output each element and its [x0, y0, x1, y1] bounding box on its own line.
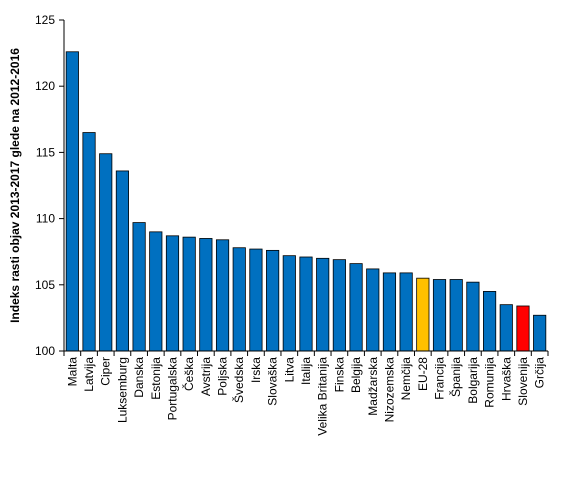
y-axis-label: Indeks rasti objav 2013-2017 glede na 20…: [8, 48, 22, 323]
x-tick-label: Poljska: [216, 357, 230, 396]
y-tick-label: 115: [36, 145, 55, 159]
bar-hrvaška: [499, 304, 513, 352]
y-tick-label: 100: [35, 344, 55, 358]
x-tick-label: Latvija: [82, 357, 96, 392]
x-tick-label: Hrvaška: [499, 357, 513, 401]
bar-velika-britanija: [316, 257, 330, 352]
bar-češka: [182, 236, 196, 352]
bar-ciper: [99, 153, 113, 352]
x-tick-label: Nemčija: [399, 357, 413, 401]
bars-group: [65, 51, 547, 352]
x-tick-label: Švedska: [231, 357, 246, 403]
bar-nemčija: [399, 272, 413, 352]
bar-slovenija: [516, 305, 530, 352]
bar-romunija: [483, 291, 497, 352]
y-tick-label: 110: [36, 212, 55, 226]
x-tick-label: Slovenija: [516, 357, 530, 406]
x-tick-label: Bolgarija: [466, 357, 480, 404]
x-tick-label: Romunija: [483, 357, 497, 408]
x-tick-label: Avstrija: [199, 357, 213, 396]
axes-group: [63, 20, 548, 352]
bar-madžarska: [366, 268, 380, 352]
x-tick-label: Irska: [249, 357, 263, 383]
x-tick-label: Španija: [448, 357, 463, 397]
y-tick-label: 125: [35, 13, 55, 27]
bar-finska: [332, 259, 346, 352]
bar-francija: [432, 279, 447, 352]
x-tick-label: Malta: [65, 357, 79, 387]
x-tick-label: Estonija: [149, 357, 163, 400]
x-tick-label: Nizozemska: [382, 357, 396, 423]
bar-švedska: [232, 247, 246, 352]
x-tick-label: EU-28: [416, 357, 430, 391]
y-tick-label: 105: [35, 278, 55, 292]
x-tick-label: Litva: [282, 357, 296, 383]
bar-španija: [449, 279, 463, 352]
y-ticks-group: 100 105 110 115 120 125: [35, 13, 64, 358]
x-tick-label: Portugalska: [165, 357, 179, 421]
bar-luksemburg: [115, 170, 129, 352]
x-tick-label: Slovaška: [266, 357, 280, 406]
bar-estonija: [149, 231, 163, 352]
bar-belgija: [349, 263, 363, 352]
x-tick-label: Finska: [332, 357, 346, 393]
x-tick-label: Češka: [181, 357, 196, 391]
x-tick-label: Italija: [299, 357, 313, 385]
bar-portugalska: [165, 235, 180, 352]
bar-litva: [282, 255, 296, 352]
x-tick-label: Francija: [433, 357, 447, 400]
bar-poljska: [215, 239, 230, 352]
y-tick-label: 120: [35, 79, 55, 93]
bar-grčija: [533, 314, 547, 352]
bar-nizozemska: [382, 272, 397, 352]
bar-danska: [132, 222, 146, 352]
x-ticks-group: Malta Latvija Ciper Luksemburg Danska Estonij…: [63, 351, 549, 436]
x-tick-label: Belgija: [349, 357, 363, 393]
x-tick-label: Ciper: [99, 357, 113, 386]
bar-italija: [299, 256, 313, 352]
bar-slovaška: [266, 249, 280, 352]
x-tick-label: Velika Britanija: [316, 357, 330, 436]
bar-irska: [249, 248, 263, 352]
x-tick-label: Luksemburg: [115, 357, 129, 423]
x-tick-label: Grčija: [533, 357, 547, 389]
bar-bolgarija: [466, 281, 480, 352]
bar-eu-28: [416, 277, 430, 352]
bar-malta: [65, 51, 79, 352]
x-tick-label: Danska: [132, 357, 146, 398]
bar-latvija: [82, 132, 96, 352]
x-tick-label: Madžarska: [366, 357, 380, 416]
bar-avstrija: [199, 238, 213, 352]
